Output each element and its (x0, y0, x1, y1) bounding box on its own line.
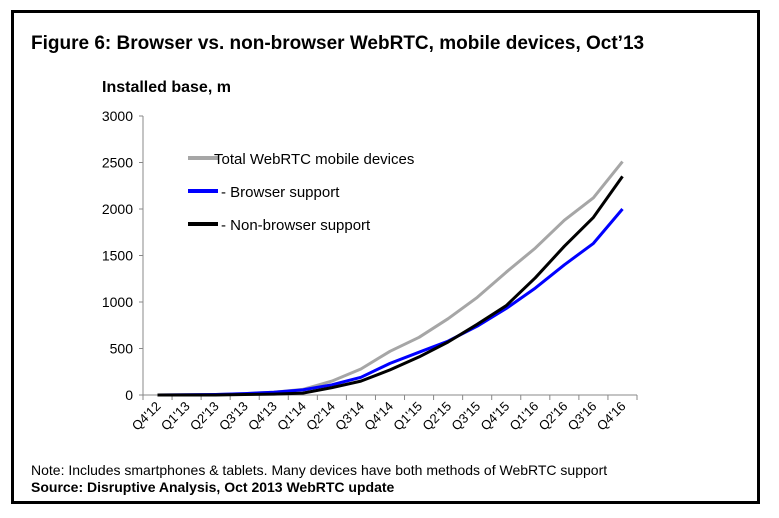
x-tick-label: Q2'15 (419, 399, 454, 434)
x-tick-label: Q4'13 (245, 399, 280, 434)
y-tick-label: 1000 (102, 294, 133, 310)
x-tick-label: Q2'14 (303, 399, 338, 434)
series-line-2 (157, 175, 624, 397)
x-tick-label: Q1'16 (507, 399, 542, 434)
series-line-1 (157, 208, 624, 397)
legend-label-1: - Browser support (221, 184, 340, 201)
x-tick-label: Q1'15 (390, 399, 425, 434)
x-tick-label: Q2'13 (187, 399, 222, 434)
x-tick-label: Q3'15 (448, 399, 483, 434)
x-tick-label: Q3'16 (565, 399, 600, 434)
x-tick-label: Q4'14 (361, 399, 396, 434)
x-tick-label: Q1'13 (158, 399, 193, 434)
figure-frame (11, 10, 760, 504)
chart-note: Note: Includes smartphones & tablets. Ma… (31, 462, 608, 478)
y-tick-label: 2000 (102, 201, 133, 217)
x-tick-label: Q3'14 (332, 399, 367, 434)
x-tick-label: Q1'14 (274, 399, 309, 434)
y-tick-label: 1500 (102, 248, 133, 264)
y-tick-label: 0 (125, 387, 133, 403)
chart-title: Figure 6: Browser vs. non-browser WebRTC… (31, 33, 645, 54)
y-tick-label: 3000 (102, 108, 133, 124)
legend-label-0: Total WebRTC mobile devices (214, 151, 414, 168)
x-tick-label: Q3'13 (216, 399, 251, 434)
x-tick-label: Q4'16 (594, 399, 629, 434)
x-tick-label: Q4'15 (477, 399, 512, 434)
legend-label-2: - Non-browser support (221, 217, 371, 234)
y-axis-label: Installed base, m (102, 79, 231, 96)
x-tick-label: Q2'16 (536, 399, 571, 434)
y-tick-label: 2500 (102, 155, 133, 171)
chart-source: Source: Disruptive Analysis, Oct 2013 We… (31, 479, 395, 495)
x-tick-label: Q4'12 (129, 399, 164, 434)
y-tick-label: 500 (110, 341, 134, 357)
